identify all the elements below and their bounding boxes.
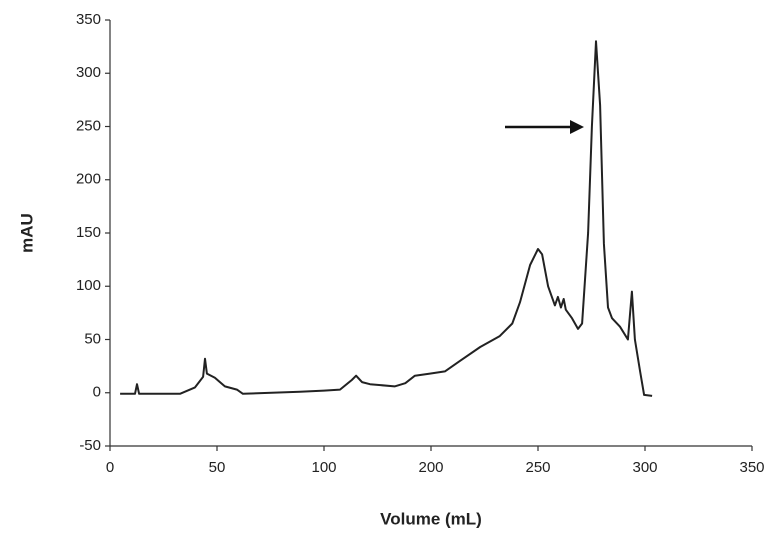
- y-tick-label: 50: [84, 330, 101, 347]
- x-tick-label: 250: [525, 459, 550, 476]
- x-tick-label: 50: [209, 459, 226, 476]
- x-tick-label: 350: [739, 459, 764, 476]
- x-tick-label: 300: [632, 459, 657, 476]
- y-tick-label: 150: [76, 224, 101, 241]
- y-axis-label: mAU: [17, 213, 36, 253]
- arrow-head: [570, 120, 584, 134]
- x-tick-label: 100: [311, 459, 336, 476]
- y-tick-label: 0: [93, 384, 101, 401]
- y-tick-label: 250: [76, 117, 101, 134]
- y-tick-label: 350: [76, 11, 101, 28]
- x-tick-label: 0: [106, 459, 114, 476]
- y-tick-label: 300: [76, 64, 101, 81]
- x-axis-label: Volume (mL): [380, 509, 482, 528]
- y-tick-label: 200: [76, 171, 101, 188]
- y-tick-label: -50: [79, 437, 101, 454]
- x-tick-label: 200: [418, 459, 443, 476]
- trace-line: [120, 40, 653, 397]
- y-tick-label: 100: [76, 277, 101, 294]
